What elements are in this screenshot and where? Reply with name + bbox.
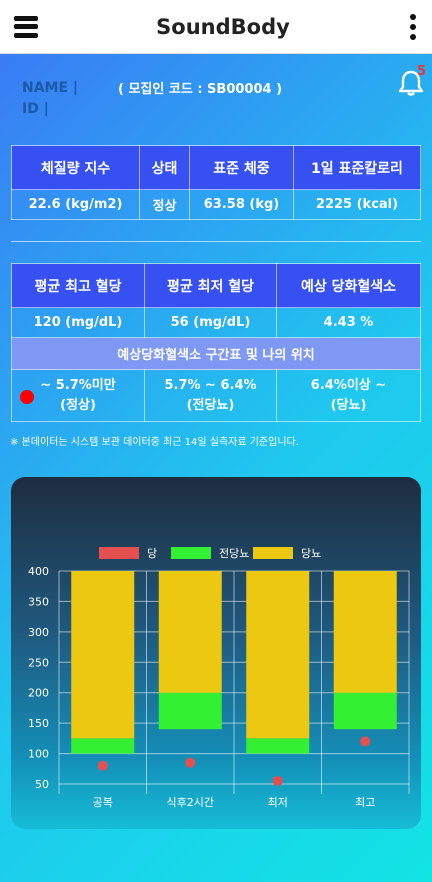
standard-weight-value: 63.58 (kg) <box>189 189 294 220</box>
range-normal-value: ~ 5.7%미만 <box>40 377 116 393</box>
y-tick-label: 400 <box>28 565 49 578</box>
user-sugar-point <box>185 757 196 768</box>
hba1c-range-title: 예상당화혈색소 구간표 및 나의 위치 <box>11 337 421 370</box>
legend-swatch <box>253 547 293 559</box>
x-tick-label: 최저 <box>268 796 288 809</box>
bmi-header: 체질량 지수 <box>11 145 140 190</box>
x-tick-label: 최고 <box>355 796 375 809</box>
legend-swatch <box>99 547 139 559</box>
range-normal: ~ 5.7%미만 (정상) <box>11 369 145 422</box>
range-prediabetes-value: 5.7% ~ 6.4% <box>164 377 257 393</box>
expected-hba1c-header: 예상 당화혈색소 <box>276 263 421 308</box>
range-diabetes: 6.4%이상 ~ (당뇨) <box>276 369 421 422</box>
range-prediabetes-label: (전당뇨) <box>186 397 235 413</box>
app-title: SoundBody <box>156 14 290 39</box>
bar-prediabetes <box>158 692 222 730</box>
user-sugar-point <box>97 760 108 771</box>
status-header: 상태 <box>139 145 190 190</box>
y-tick-label: 150 <box>28 717 49 730</box>
notification-badge: 5 <box>417 64 427 79</box>
bell-icon[interactable] <box>396 68 426 98</box>
range-diabetes-value: 6.4%이상 ~ <box>310 377 387 393</box>
expected-hba1c-value: 4.43 % <box>276 307 421 338</box>
bar-diabetes <box>333 571 397 693</box>
bar-prediabetes <box>71 738 135 754</box>
app-bar: SoundBody <box>0 0 432 54</box>
range-diabetes-label: (당뇨) <box>330 397 367 413</box>
legend-label: 당 <box>147 547 157 560</box>
blood-sugar-chart: 당 전당뇨 당뇨 50 100 150 200 250 300 350 400 공복 식후2시간 최저 최고 <box>28 547 410 809</box>
section-divider <box>11 241 421 242</box>
menu-icon[interactable] <box>14 15 38 38</box>
body-metrics-table: 체질량 지수 상태 표준 체중 1일 표준칼로리 22.6 (kg/m2) 정상… <box>11 145 421 220</box>
user-sugar-point <box>360 736 371 747</box>
data-basis-note: ※ 본데이터는 시스템 보관 데이터중 최근 14일 실측자료 기준입니다. <box>10 437 299 448</box>
x-tick-label: 식후2시간 <box>167 796 214 809</box>
blood-sugar-table: 평균 최고 혈당 평균 최저 혈당 예상 당화혈색소 120 (mg/dL) 5… <box>11 263 421 422</box>
user-name-label: NAME | <box>22 80 79 96</box>
range-normal-label: (정상) <box>60 397 96 413</box>
avg-max-sugar-value: 120 (mg/dL) <box>11 307 145 338</box>
y-tick-label: 300 <box>28 626 49 639</box>
y-tick-label: 50 <box>35 778 49 791</box>
status-value: 정상 <box>139 189 190 220</box>
daily-calorie-header: 1일 표준칼로리 <box>293 145 421 190</box>
avg-max-sugar-header: 평균 최고 혈당 <box>11 263 145 308</box>
bar-diabetes <box>71 571 135 739</box>
blood-sugar-chart-card: 당 전당뇨 당뇨 50 100 150 200 250 300 350 400 공복 식후2시간 최저 최고 <box>11 477 421 829</box>
y-tick-label: 350 <box>28 595 49 608</box>
user-id-label: ID | <box>22 101 49 117</box>
more-options-icon[interactable] <box>408 13 418 40</box>
y-tick-label: 100 <box>28 748 49 761</box>
standard-weight-header: 표준 체중 <box>189 145 294 190</box>
avg-min-sugar-value: 56 (mg/dL) <box>144 307 277 338</box>
avg-min-sugar-header: 평균 최저 혈당 <box>144 263 277 308</box>
x-tick-label: 공복 <box>93 796 113 809</box>
legend-label: 당뇨 <box>301 547 321 560</box>
recruit-code: ( 모집인 코드 : SB00004 ) <box>118 82 283 97</box>
daily-calorie-value: 2225 (kcal) <box>293 189 421 220</box>
main-content: NAME | ID | ( 모집인 코드 : SB00004 ) 5 체질량 지… <box>0 54 432 882</box>
legend-swatch <box>171 547 211 559</box>
user-sugar-point <box>272 775 283 786</box>
bmi-value: 22.6 (kg/m2) <box>11 189 140 220</box>
bar-prediabetes <box>333 692 397 730</box>
y-tick-label: 200 <box>28 687 49 700</box>
my-position-dot <box>20 390 34 404</box>
user-info: NAME | ID | <box>22 78 78 120</box>
y-tick-label: 250 <box>28 656 49 669</box>
bar-prediabetes <box>246 738 310 754</box>
bar-diabetes <box>246 571 310 739</box>
range-prediabetes: 5.7% ~ 6.4% (전당뇨) <box>144 369 277 422</box>
bar-diabetes <box>158 571 222 693</box>
legend-label: 전당뇨 <box>219 547 249 560</box>
